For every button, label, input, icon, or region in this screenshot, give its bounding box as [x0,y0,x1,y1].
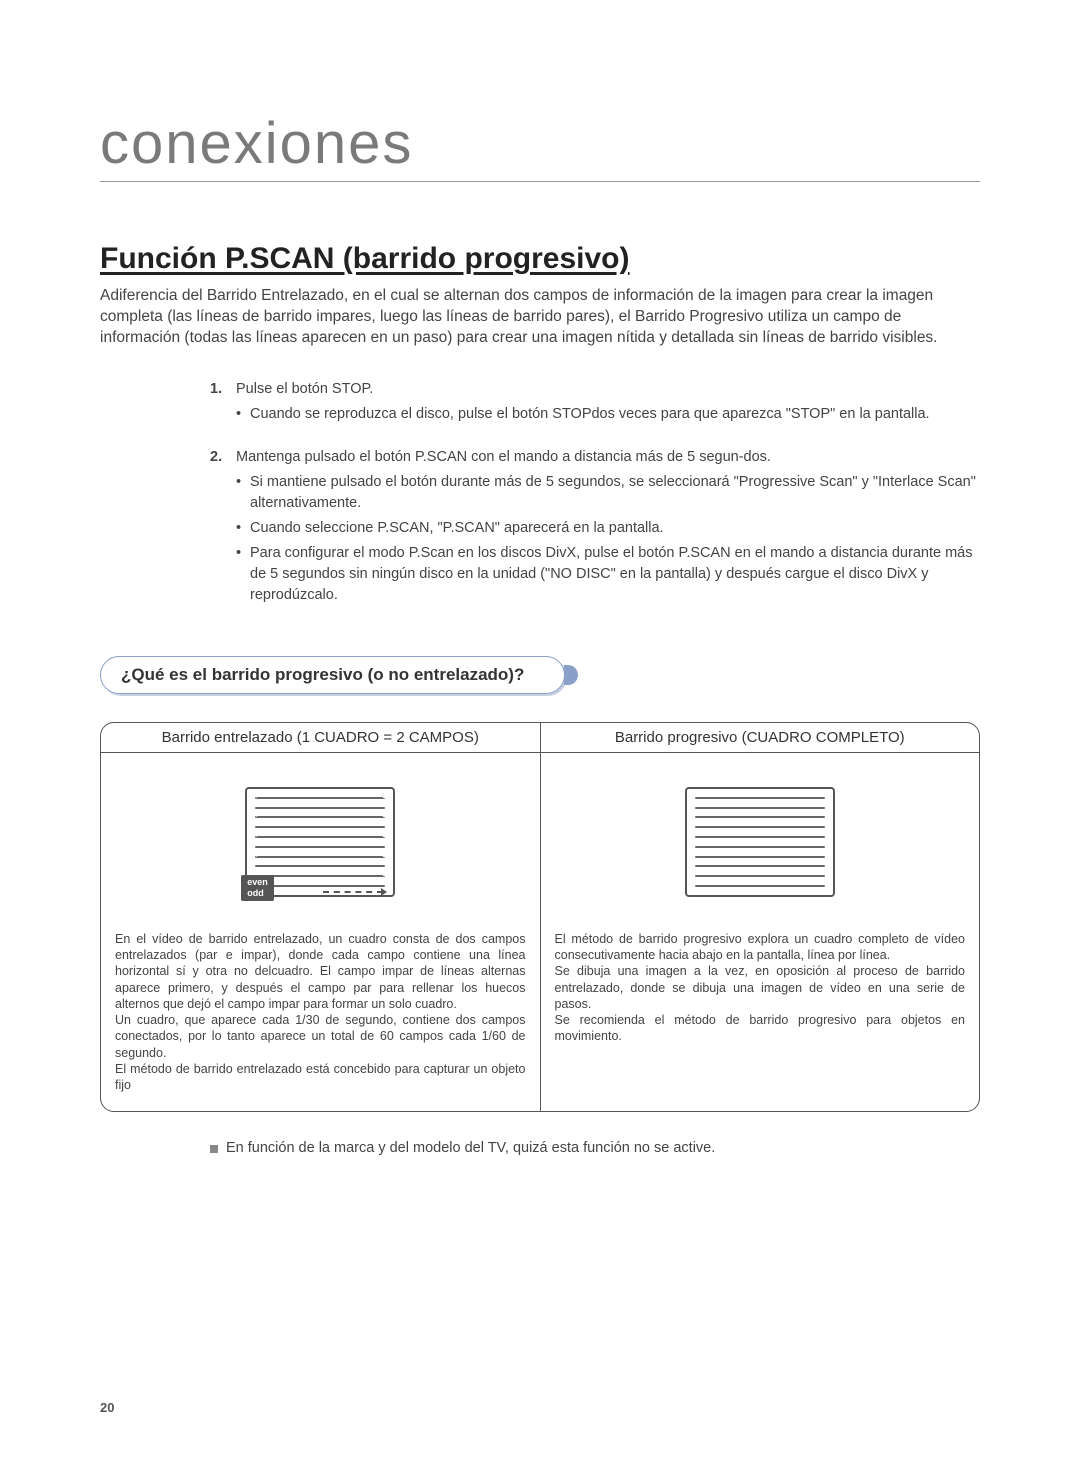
col-progressive: El método de barrido progresivo explora … [541,753,980,1112]
page-number: 20 [100,1400,114,1415]
footnote: En función de la marca y del modelo del … [210,1140,980,1156]
section-title: Función P.SCAN (barrido progresivo) [100,242,980,276]
square-bullet-icon [210,1145,218,1153]
step-2: 2. Mantenga pulsado el botón P.SCAN con … [210,447,980,606]
section-intro: Adiferencia del Barrido Entrelazado, en … [100,286,980,349]
callout-question: ¿Qué es el barrido progresivo (o no entr… [100,656,565,694]
col-interlaced: even odd En el vídeo de barrido entrelaz… [101,753,541,1112]
step-number: 2. [210,447,236,468]
bullet-item: Cuando se reproduzca el disco, pulse el … [236,404,980,425]
interlaced-illustration: even odd [115,767,526,917]
header-progressive: Barrido progresivo (CUADRO COMPLETO) [541,723,980,752]
step-1-bullets: Cuando se reproduzca el disco, pulse el … [236,404,980,425]
bullet-item: Si mantiene pulsado el botón durante más… [236,472,980,514]
progressive-illustration [555,767,966,917]
bullet-item: Cuando seleccione P.SCAN, "P.SCAN" apare… [236,518,980,539]
step-number: 1. [210,379,236,400]
step-1: 1. Pulse el botón STOP. Cuando se reprod… [210,379,980,425]
step-2-bullets: Si mantiene pulsado el botón durante más… [236,472,980,606]
bullet-item: Para configurar el modo P.Scan en los di… [236,543,980,606]
progressive-screen [685,787,835,897]
interlaced-description: En el vídeo de barrido entrelazado, un c… [115,931,526,1094]
steps-list: 1. Pulse el botón STOP. Cuando se reprod… [210,379,980,606]
step-text: Mantenga pulsado el botón P.SCAN con el … [236,447,771,468]
progressive-description: El método de barrido progresivo explora … [555,931,966,1045]
chapter-title: conexiones [100,110,980,182]
even-odd-label: even odd [241,875,274,901]
comparison-table: Barrido entrelazado (1 CUADRO = 2 CAMPOS… [100,722,980,1113]
step-text: Pulse el botón STOP. [236,379,373,400]
footnote-text: En función de la marca y del modelo del … [226,1140,715,1156]
header-interlaced: Barrido entrelazado (1 CUADRO = 2 CAMPOS… [101,723,541,752]
comparison-header: Barrido entrelazado (1 CUADRO = 2 CAMPOS… [101,723,979,753]
arrow-icon [323,891,383,893]
